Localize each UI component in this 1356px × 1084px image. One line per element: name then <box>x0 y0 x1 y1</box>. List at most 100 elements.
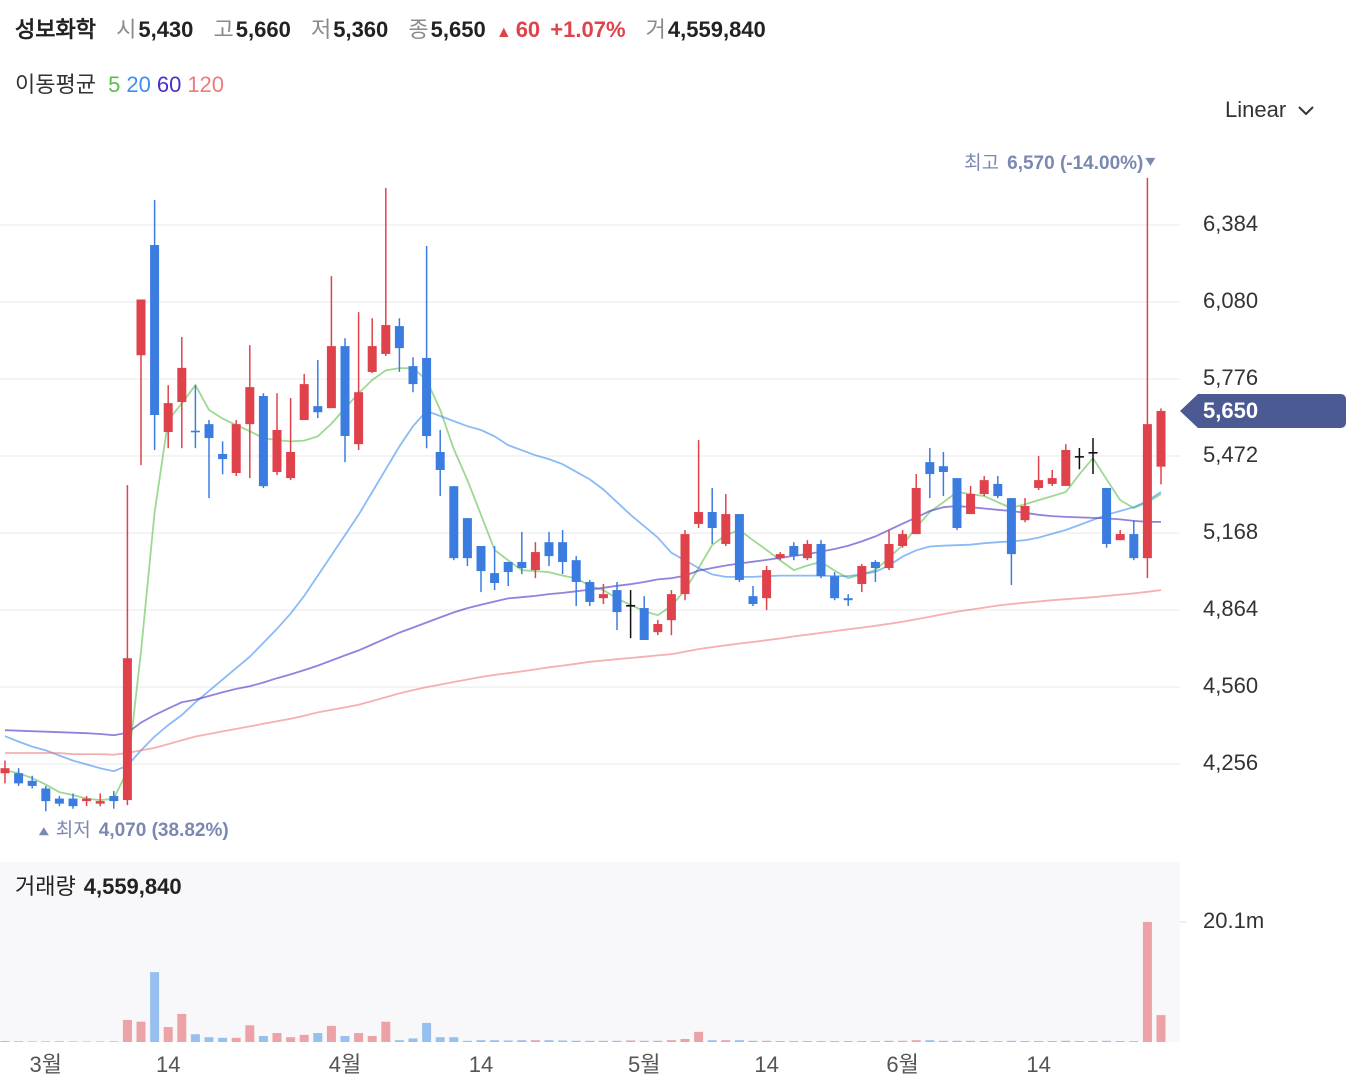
volume-bar <box>435 1037 445 1042</box>
candle-body <box>1034 480 1044 488</box>
volume-bar <box>449 1037 459 1042</box>
open-value: 5,430 <box>138 17 194 42</box>
x-tick-label: 14 <box>754 1052 778 1077</box>
candle-body <box>1129 534 1139 559</box>
candle-body <box>966 494 976 515</box>
candle-body <box>598 594 608 599</box>
price-tag-label: 5,650 <box>1203 398 1258 423</box>
candle-body <box>313 406 323 413</box>
volume-bar <box>218 1037 228 1042</box>
volume-bar <box>626 1040 636 1042</box>
ma-legend-item: 60 <box>156 72 182 97</box>
candle-body <box>734 514 744 580</box>
ma-line <box>5 589 1162 756</box>
volume-bar <box>286 1037 296 1042</box>
volume-bar <box>830 1041 840 1042</box>
candle-body <box>1088 451 1098 454</box>
candle-body <box>449 486 459 559</box>
volume-bar <box>952 1040 962 1042</box>
candle-body <box>666 594 676 621</box>
close-label: 종 <box>408 17 429 42</box>
scale-mode-dropdown[interactable]: Linear <box>1225 97 1314 123</box>
volume-bar <box>503 1040 513 1042</box>
volume-bar <box>1020 1041 1030 1042</box>
volume-bar <box>612 1040 622 1042</box>
candle-body <box>707 512 717 529</box>
ma-legend-item: 5 <box>108 72 121 97</box>
y-tick-label: 4,560 <box>1203 673 1258 698</box>
volume-bar <box>0 1041 10 1042</box>
volume-bar <box>190 1034 200 1042</box>
volume-bar <box>721 1040 731 1042</box>
candle-body <box>218 454 228 460</box>
volume-bar <box>653 1040 663 1042</box>
candle-body <box>925 462 935 475</box>
volume-bar <box>680 1039 690 1042</box>
volume-bar <box>272 1033 282 1042</box>
x-tick-label: 3월 <box>30 1052 62 1077</box>
change-percent: +1.07% <box>550 17 626 42</box>
candle-body <box>367 346 377 372</box>
ma-line <box>4 367 1162 802</box>
y-tick-label: 6,080 <box>1203 288 1258 313</box>
candle-body <box>1102 487 1112 544</box>
volume-bar <box>938 1040 948 1042</box>
volume-bar <box>326 1025 336 1042</box>
stock-name: 성보화학 <box>15 17 96 42</box>
candle-body <box>830 576 840 599</box>
high-annotation-label: 최고 <box>964 152 999 174</box>
candle-body <box>843 598 853 601</box>
candle-body <box>585 581 595 602</box>
candle-body <box>952 478 962 529</box>
volume-bar <box>109 1041 119 1042</box>
volume-bar <box>1156 1015 1166 1042</box>
ma-line <box>4 505 1161 737</box>
volume-bar <box>571 1040 581 1042</box>
volume-bar <box>1061 1040 1071 1042</box>
candle-body <box>245 387 255 425</box>
candle-body <box>1156 410 1166 467</box>
volume-bar <box>925 1040 935 1042</box>
candle-body <box>435 451 445 470</box>
candle-body <box>694 512 704 524</box>
candle-body <box>802 543 812 559</box>
candle-body <box>41 788 51 802</box>
candle-body <box>748 596 758 605</box>
volume-bar <box>245 1025 255 1042</box>
volume-bar <box>1102 1040 1112 1042</box>
candle-body <box>286 451 296 479</box>
candle-body <box>503 561 513 573</box>
volume-bar <box>843 1041 853 1042</box>
candle-body <box>408 366 418 385</box>
candle-body <box>258 396 268 487</box>
volume-bar <box>1142 921 1152 1042</box>
candle-body <box>136 299 146 356</box>
candle-body <box>558 542 568 562</box>
volume-bar <box>857 1041 867 1042</box>
volume-bar <box>802 1041 812 1042</box>
change-value: 60 <box>515 17 541 42</box>
volume-bar <box>231 1037 241 1042</box>
y-tick-label: 5,168 <box>1203 519 1258 544</box>
volume-bar <box>816 1041 826 1042</box>
y-tick-label: 6,384 <box>1203 211 1258 236</box>
volume-bar <box>408 1038 418 1042</box>
volume-bar <box>68 1041 78 1042</box>
candle-body <box>190 430 200 433</box>
open-label: 시 <box>116 17 137 42</box>
candle-body <box>911 487 921 535</box>
volume-bar <box>1034 1041 1044 1042</box>
volume-bar <box>313 1033 323 1042</box>
scale-mode[interactable]: Linear <box>1225 97 1287 122</box>
ma-legend-item: 20 <box>126 72 151 97</box>
volume-bar <box>367 1036 377 1042</box>
candle-body <box>490 573 500 583</box>
volume-title-value: 4,559,840 <box>84 874 182 899</box>
volume-bar <box>884 1040 894 1042</box>
x-tick-label: 4월 <box>329 1052 361 1077</box>
volume-bar <box>734 1040 744 1042</box>
candle-body <box>381 325 391 354</box>
volume-bar <box>122 1019 132 1042</box>
volume-bar <box>1088 1041 1098 1042</box>
